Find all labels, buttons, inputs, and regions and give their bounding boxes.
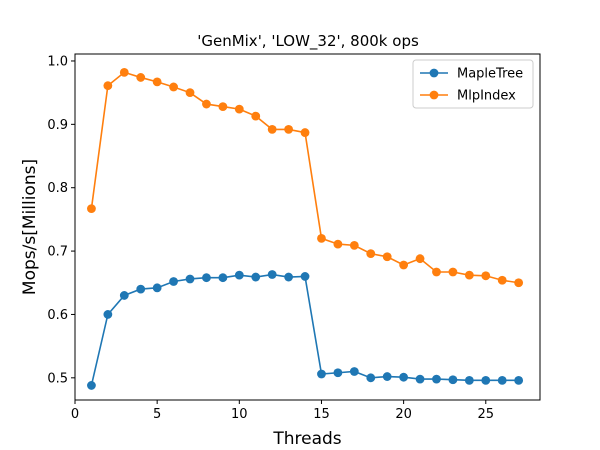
data-point-mapletree xyxy=(87,381,96,390)
data-point-mapletree xyxy=(497,375,507,385)
data-point-mapletree xyxy=(218,273,228,283)
y-tick-label: 0.9 xyxy=(47,118,68,133)
data-point-mlpindex xyxy=(514,278,524,288)
legend: MapleTree MlpIndex xyxy=(412,59,534,109)
plot-area xyxy=(87,67,524,390)
data-point-mlpindex xyxy=(152,77,162,87)
data-point-mlpindex xyxy=(399,260,409,270)
data-point-mapletree xyxy=(234,270,244,280)
x-tick-label: 15 xyxy=(313,407,330,422)
x-tick-label: 25 xyxy=(478,407,495,422)
x-tick-label: 20 xyxy=(395,407,412,422)
data-point-mlpindex xyxy=(251,111,261,121)
data-point-mapletree xyxy=(349,367,359,376)
data-point-mapletree xyxy=(481,375,491,385)
data-point-mapletree xyxy=(267,270,277,279)
data-point-mapletree xyxy=(366,373,376,383)
data-point-mlpindex xyxy=(415,254,425,264)
data-point-mapletree xyxy=(185,274,195,284)
data-point-mlpindex xyxy=(432,267,441,277)
data-point-mapletree xyxy=(152,283,162,293)
data-point-mapletree xyxy=(514,375,524,385)
data-point-mlpindex xyxy=(185,88,195,98)
x-tick-label: 0 xyxy=(71,407,79,422)
data-point-mlpindex xyxy=(103,81,113,91)
data-point-mlpindex xyxy=(333,239,343,249)
data-point-mapletree xyxy=(382,372,392,381)
data-point-mapletree xyxy=(333,368,343,378)
y-tick-label: 0.6 xyxy=(47,308,68,323)
x-tick-label: 5 xyxy=(153,407,161,422)
y-tick-label: 0.7 xyxy=(47,245,68,260)
data-point-mlpindex xyxy=(234,104,244,114)
data-point-mlpindex xyxy=(267,125,277,134)
legend-label-mlpindex: MlpIndex xyxy=(457,89,516,104)
data-point-mlpindex xyxy=(382,252,392,262)
data-point-mlpindex xyxy=(87,204,96,214)
legend-box xyxy=(412,59,534,109)
plot-frame xyxy=(74,53,541,401)
data-point-mapletree xyxy=(119,291,129,300)
data-point-mapletree xyxy=(251,272,261,282)
data-point-mapletree xyxy=(448,375,458,385)
y-tick-label: 0.5 xyxy=(47,371,68,386)
x-tick-label: 10 xyxy=(231,407,248,422)
data-point-mlpindex xyxy=(300,128,310,137)
data-point-mlpindex xyxy=(202,99,211,109)
data-point-mlpindex xyxy=(448,267,458,277)
data-point-mlpindex xyxy=(481,271,491,281)
data-point-mapletree xyxy=(317,369,326,379)
data-point-mlpindex xyxy=(284,125,294,134)
legend-marker-mlpindex xyxy=(429,90,439,100)
data-point-mapletree xyxy=(169,277,178,286)
y-tick-label: 0.8 xyxy=(47,181,68,196)
data-point-mlpindex xyxy=(317,234,326,243)
data-point-mapletree xyxy=(202,273,211,283)
x-axis-label: Threads xyxy=(272,429,341,449)
data-point-mlpindex xyxy=(136,73,146,82)
data-point-mlpindex xyxy=(349,240,359,250)
data-point-mlpindex xyxy=(119,67,129,77)
data-point-mlpindex xyxy=(497,275,507,285)
data-point-mlpindex xyxy=(218,102,228,111)
legend-label-mapletree: MapleTree xyxy=(457,67,523,82)
data-point-mapletree xyxy=(399,372,409,382)
data-point-mapletree xyxy=(415,374,425,384)
legend-marker-mapletree xyxy=(429,68,439,78)
data-point-mlpindex xyxy=(169,82,178,92)
data-point-mapletree xyxy=(464,375,474,385)
data-point-mapletree xyxy=(432,374,441,384)
y-tick-label: 1.0 xyxy=(47,54,68,69)
y-axis-label: Mops/s[Millions] xyxy=(20,159,40,295)
data-point-mlpindex xyxy=(366,249,376,259)
data-point-mapletree xyxy=(136,284,146,294)
data-point-mlpindex xyxy=(464,270,474,280)
data-point-mapletree xyxy=(103,310,113,319)
data-point-mapletree xyxy=(300,272,310,281)
data-point-mapletree xyxy=(284,272,294,282)
chart-title: 'GenMix', 'LOW_32', 800k ops xyxy=(197,32,419,51)
